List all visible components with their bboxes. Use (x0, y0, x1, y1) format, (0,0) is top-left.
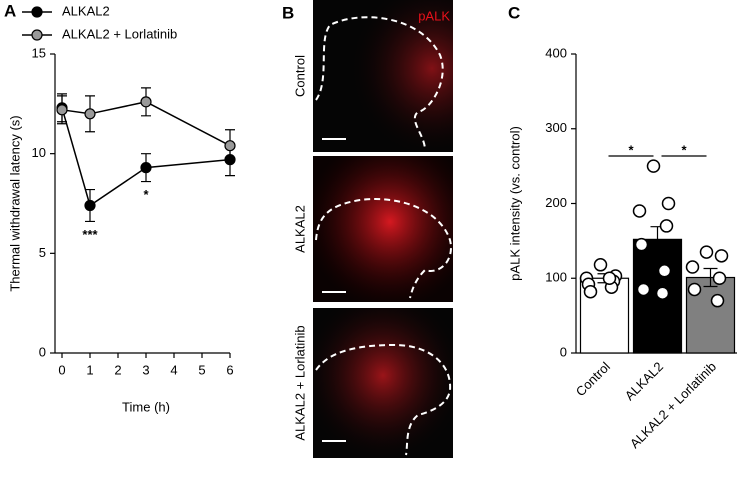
data-point (657, 264, 672, 278)
significance: * (143, 187, 149, 202)
data-point (632, 204, 647, 218)
x-tick-label: 6 (226, 362, 233, 377)
y-axis-label: pALK intensity (vs. control) (507, 126, 522, 281)
x-tick-label: ALKAL2 (622, 359, 666, 403)
data-point (140, 96, 152, 108)
data-point (714, 249, 729, 263)
outline (315, 198, 452, 299)
y-tick-label: 10 (32, 145, 46, 160)
data-point (687, 282, 702, 297)
y-tick-label: 0 (560, 344, 567, 359)
data-point (655, 286, 670, 300)
data-point (699, 245, 714, 259)
x-tick-label: 4 (170, 362, 177, 377)
x-tick-label: 2 (114, 362, 121, 377)
significance: * (681, 142, 687, 157)
data-point (685, 260, 700, 274)
y-tick-label: 100 (545, 270, 567, 285)
x-tick-label: Control (573, 359, 613, 399)
y-tick-label: 15 (32, 45, 46, 60)
row-label: Control (292, 55, 307, 97)
data-point (712, 271, 727, 285)
data-point (56, 104, 68, 116)
data-point (593, 258, 608, 272)
data-point (583, 284, 598, 299)
error-bar (703, 267, 718, 288)
data-point (710, 293, 725, 308)
series-line (61, 101, 231, 147)
y-tick-label: 200 (545, 195, 567, 210)
row-label: ALKAL2 + Lorlatinib (292, 325, 307, 440)
data-point (602, 271, 617, 285)
panel-label: A (4, 1, 16, 20)
x-tick-label: 5 (198, 362, 205, 377)
y-tick-label: 0 (39, 344, 46, 359)
outline (315, 16, 444, 151)
micrographs: pALK Control ALKAL2 ALKAL2 + Lorlatinib (292, 0, 453, 458)
y-tick-label: 5 (39, 245, 46, 260)
image-signal (313, 156, 453, 302)
y-tick-label: 300 (545, 120, 567, 135)
image-signal (313, 308, 453, 458)
data-point (84, 199, 96, 212)
x-tick-label: 0 (58, 362, 65, 377)
significance: * (628, 142, 634, 157)
y-axis-label: Thermal withdrawal latency (s) (7, 115, 22, 291)
legend-marker (31, 6, 43, 18)
y-tick-label: 400 (545, 45, 567, 60)
data-point (224, 140, 236, 152)
data-point (659, 219, 674, 233)
data-point (661, 196, 676, 211)
legend-label: ALKAL2 (62, 3, 110, 18)
image-signal (313, 0, 453, 152)
data-point (84, 108, 96, 120)
data-point (634, 237, 649, 252)
x-tick-label: 3 (142, 362, 149, 377)
image-title: pALK (418, 8, 450, 23)
data-point (636, 282, 651, 297)
panel-label: B (282, 3, 294, 22)
series-line (61, 107, 231, 207)
x-tick-label: 1 (86, 362, 93, 377)
x-axis-label: Time (h) (122, 399, 170, 414)
legend-label: ALKAL2 + Lorlatinib (62, 26, 177, 41)
row-label: ALKAL2 (292, 205, 307, 253)
legend-marker (31, 29, 43, 41)
panel-label: C (508, 3, 520, 22)
data-point (140, 162, 152, 174)
data-point (646, 159, 661, 173)
significance: *** (82, 227, 98, 242)
